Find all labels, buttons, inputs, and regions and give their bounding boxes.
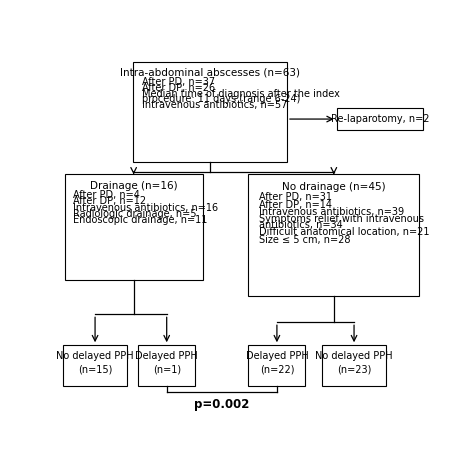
Text: After DP, n=14: After DP, n=14 <box>259 200 332 210</box>
Bar <box>63 345 127 386</box>
Bar <box>65 175 202 280</box>
Text: After PD, n=37: After PD, n=37 <box>142 77 215 87</box>
Text: After DP, n=26: After DP, n=26 <box>142 83 215 93</box>
Text: (n=23): (n=23) <box>337 365 371 375</box>
Text: Intravenous antibiotics, n=16: Intravenous antibiotics, n=16 <box>73 202 218 213</box>
Text: No drainage (n=45): No drainage (n=45) <box>282 182 386 192</box>
Text: No delayed PPH: No delayed PPH <box>56 351 134 361</box>
Text: Drainage (n=16): Drainage (n=16) <box>90 181 177 191</box>
Text: Radiologic drainage, n=5: Radiologic drainage, n=5 <box>73 209 197 219</box>
Text: After PD, n=4: After PD, n=4 <box>73 190 140 200</box>
Text: (n=1): (n=1) <box>153 365 181 375</box>
Text: No delayed PPH: No delayed PPH <box>315 351 393 361</box>
Bar <box>248 175 419 296</box>
Text: antibiotics, n=34: antibiotics, n=34 <box>259 220 342 230</box>
Text: (n=22): (n=22) <box>260 365 294 375</box>
Bar <box>248 345 305 386</box>
Text: procedure: 11 days (range 6-24): procedure: 11 days (range 6-24) <box>142 94 301 104</box>
Text: Intravenous antibiotics, n=39: Intravenous antibiotics, n=39 <box>259 207 404 217</box>
Bar <box>337 107 423 131</box>
Text: Delayed PPH: Delayed PPH <box>246 351 308 361</box>
Text: Median time of diagnosis after the index: Median time of diagnosis after the index <box>142 89 340 99</box>
Bar <box>133 62 287 162</box>
Text: Symptoms relief with intravenous: Symptoms relief with intravenous <box>259 214 424 224</box>
Text: After PD, n=31: After PD, n=31 <box>259 192 332 202</box>
Text: (n=15): (n=15) <box>78 365 112 375</box>
Text: After DP, n=12: After DP, n=12 <box>73 197 146 206</box>
Text: Difficult anatomical location, n=21: Difficult anatomical location, n=21 <box>259 228 429 237</box>
Text: Delayed PPH: Delayed PPH <box>135 351 198 361</box>
Text: Size ≤ 5 cm, n=28: Size ≤ 5 cm, n=28 <box>259 234 350 244</box>
Text: p=0.002: p=0.002 <box>194 399 249 411</box>
Bar <box>138 345 195 386</box>
Bar <box>322 345 386 386</box>
Text: Intravenous antibiotics, n=57: Intravenous antibiotics, n=57 <box>142 100 287 110</box>
Text: Intra-abdominal abscesses (n=63): Intra-abdominal abscesses (n=63) <box>120 68 300 78</box>
Text: Re-laparotomy, n=2: Re-laparotomy, n=2 <box>330 114 429 124</box>
Text: Endoscopic drainage, n=11: Endoscopic drainage, n=11 <box>73 215 208 225</box>
